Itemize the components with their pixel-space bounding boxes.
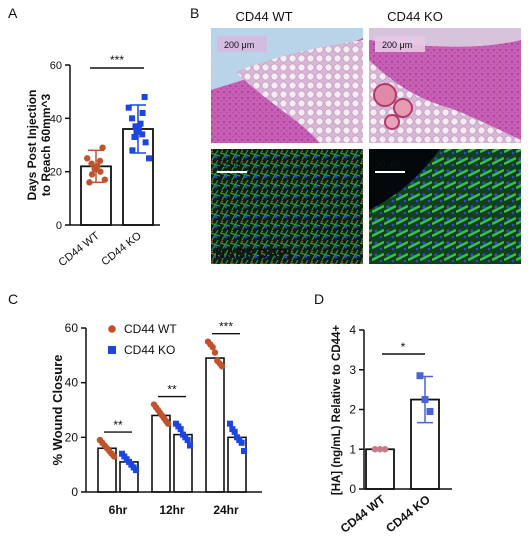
data-point xyxy=(187,442,193,449)
data-point xyxy=(211,349,219,356)
bar xyxy=(205,357,225,493)
panel-label-c: C xyxy=(8,291,18,307)
data-point xyxy=(132,123,139,130)
stain-label-dapi: DAPI xyxy=(258,245,291,261)
scale-label-if-wt: 50 μm xyxy=(217,159,242,169)
y-axis-label-line: to Reach 60mm^3 xyxy=(39,93,53,196)
legend-label: CD44 WT xyxy=(124,322,177,336)
data-point xyxy=(125,104,132,111)
y-tick-label: 3 xyxy=(349,363,356,377)
he-image-ko: 200 μm xyxy=(369,28,521,143)
y-axis-label: Days Post Injectionto Reach 60mm^3 xyxy=(25,90,53,201)
y-tick-label: 4 xyxy=(349,323,356,337)
scale-label-if-ko: 50 μm xyxy=(375,159,400,169)
x-tick-label: CD44 WT xyxy=(56,230,102,269)
x-tick-label: CD44 KO xyxy=(99,230,144,269)
x-tick-label: 6hr xyxy=(109,503,128,517)
micrograph-title-wt: CD44 WT xyxy=(235,9,292,24)
data-point xyxy=(416,372,424,380)
data-point xyxy=(129,147,136,154)
data-point xyxy=(91,165,98,173)
y-tick-label: 20 xyxy=(50,167,62,179)
bar xyxy=(151,414,171,493)
data-point xyxy=(238,439,245,446)
if-image-wt: 50 μm HABP DAPI xyxy=(211,149,363,264)
data-point xyxy=(141,94,148,100)
y-tick-label: 1 xyxy=(349,442,356,456)
data-point xyxy=(97,168,104,175)
scale-label-he-wt: 200 μm xyxy=(224,40,254,50)
bar xyxy=(365,448,395,490)
panel-label-b: B xyxy=(190,5,199,21)
data-point xyxy=(421,396,429,404)
significance-marker: ** xyxy=(113,418,123,432)
data-point xyxy=(177,426,184,433)
data-point xyxy=(129,115,136,122)
y-tick-label: 40 xyxy=(50,113,62,125)
micrograph-panel-b: CD44 WT CD44 KO 200 μm 200 μm 50 μm HABP… xyxy=(211,9,521,264)
data-point xyxy=(426,407,434,415)
data-point xyxy=(99,144,106,151)
y-tick-label: 2 xyxy=(349,403,356,417)
data-point xyxy=(96,157,104,165)
he-image-wt: 200 μm xyxy=(211,28,363,143)
if-image-ko: 50 μm xyxy=(369,149,521,264)
significance-marker: ** xyxy=(167,383,177,397)
data-point xyxy=(88,171,96,178)
y-axis-label: % Wound Closure xyxy=(50,355,65,466)
data-point xyxy=(139,131,146,138)
panel-label-a: A xyxy=(8,5,18,21)
data-point xyxy=(184,437,191,444)
data-point xyxy=(88,160,95,167)
y-tick-label: 20 xyxy=(65,430,79,444)
x-tick-label: CD44 KO xyxy=(383,492,433,535)
y-tick-label: 0 xyxy=(56,220,62,232)
chart-c: 0 20 40 60 ** 6hr ** 12hr *** 24hr CD44 WT CD44 KO%… xyxy=(50,320,262,517)
data-point xyxy=(101,176,109,183)
micrograph-title-ko: CD44 KO xyxy=(387,9,443,24)
data-point xyxy=(86,179,93,186)
y-axis-label: [HA] (ng/mL) Relative to CD44+ xyxy=(331,325,343,496)
data-point xyxy=(371,446,379,453)
significance-marker: * xyxy=(401,340,406,354)
legend-marker xyxy=(108,325,116,333)
x-tick-label: CD44 WT xyxy=(338,492,389,536)
legend-marker xyxy=(108,346,116,354)
data-point xyxy=(231,428,238,435)
data-point xyxy=(131,134,138,140)
data-point xyxy=(133,128,140,135)
significance-marker: *** xyxy=(110,53,124,67)
y-axis-label-line: Days Post Injection xyxy=(25,90,39,201)
data-point xyxy=(133,467,139,474)
data-point xyxy=(227,420,233,427)
y-tick-label: 40 xyxy=(65,376,79,390)
y-tick-label: 60 xyxy=(65,321,79,335)
data-point xyxy=(110,453,118,460)
panel-label-d: D xyxy=(314,291,324,307)
y-tick-label: 0 xyxy=(71,485,78,499)
data-point xyxy=(381,446,389,453)
scale-label-he-ko: 200 μm xyxy=(382,40,412,50)
data-point xyxy=(376,446,384,453)
data-point xyxy=(146,155,152,162)
x-tick-label: 24hr xyxy=(213,503,239,517)
stain-label-habp: HABP xyxy=(215,245,255,261)
y-tick-label: 0 xyxy=(349,482,356,496)
legend-label: CD44 KO xyxy=(124,343,175,357)
data-point xyxy=(139,110,146,116)
data-point xyxy=(142,139,149,146)
significance-marker: *** xyxy=(219,320,233,334)
data-point xyxy=(241,448,247,454)
data-point xyxy=(164,420,172,427)
y-tick-label: 60 xyxy=(50,60,62,72)
x-tick-label: 12hr xyxy=(159,503,185,517)
data-point xyxy=(84,155,91,162)
data-point xyxy=(218,363,226,370)
data-point xyxy=(209,343,216,351)
